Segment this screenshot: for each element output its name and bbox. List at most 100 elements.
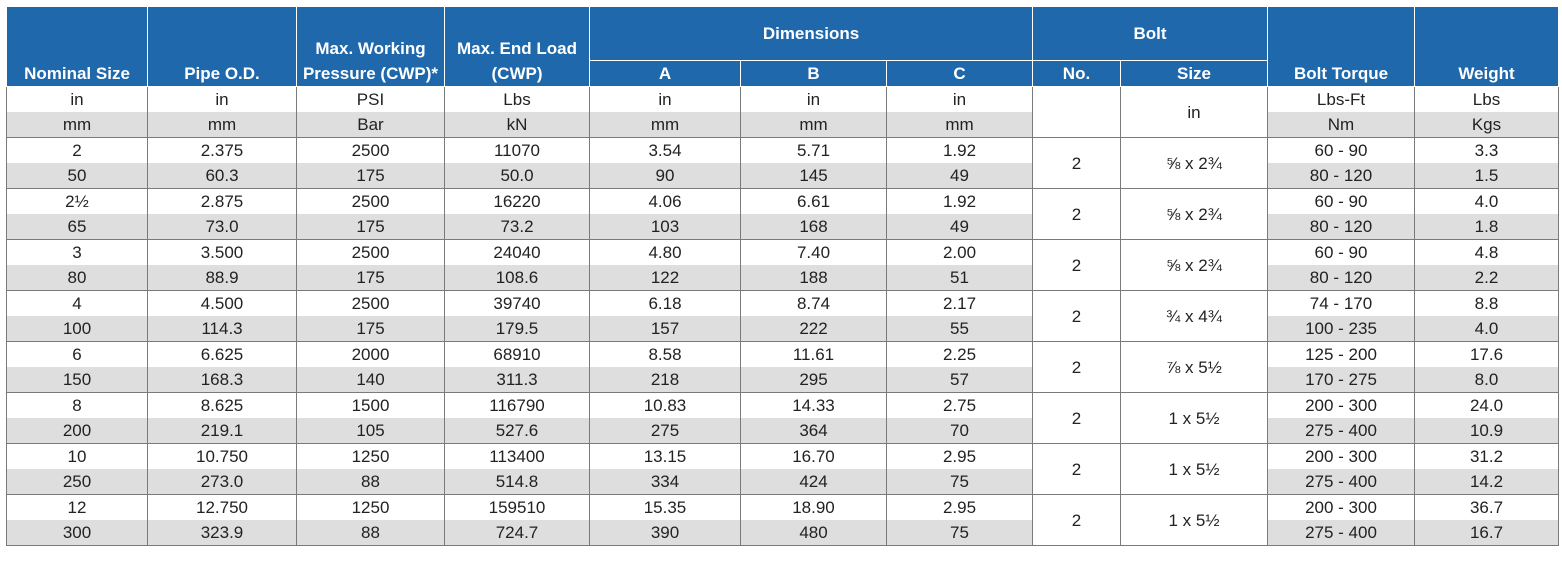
table-cell: 100 bbox=[6, 316, 148, 342]
table-cell: 4.0 bbox=[1414, 316, 1559, 342]
table-row-metric: 250 273.0 88 514.8 334 424 75 275 - 400 14.2 bbox=[6, 469, 1559, 495]
table-cell: 200 - 300 bbox=[1267, 494, 1415, 520]
table-cell: 168.3 bbox=[147, 367, 297, 393]
table-cell: 311.3 bbox=[444, 367, 590, 393]
units-row-imperial: in in PSI Lbs in in in in Lbs-Ft Lbs bbox=[6, 86, 1559, 138]
table-cell: 12.750 bbox=[147, 494, 297, 520]
table-cell: 31.2 bbox=[1414, 443, 1559, 469]
table-cell: 75 bbox=[886, 520, 1033, 546]
table-row-imperial: 2 2.375 2500 11070 3.54 5.71 1.92 2 ⅝ x 2¾ 60 - 9… bbox=[6, 137, 1559, 189]
table-cell: 122 bbox=[589, 265, 741, 291]
table-cell: 150 bbox=[6, 367, 148, 393]
table-cell: 4.8 bbox=[1414, 239, 1559, 265]
table-cell: 18.90 bbox=[740, 494, 887, 520]
table-cell: 12 bbox=[6, 494, 148, 520]
table-cell: 88 bbox=[296, 520, 445, 546]
table-cell: 114.3 bbox=[147, 316, 297, 342]
unit-cell: in bbox=[886, 86, 1033, 112]
unit-cell-bolt-size: in bbox=[1120, 86, 1268, 138]
table-cell: 65 bbox=[6, 214, 148, 240]
table-cell: 60 - 90 bbox=[1267, 239, 1415, 265]
header-weight: Weight bbox=[1414, 6, 1559, 87]
table-cell: 168 bbox=[740, 214, 887, 240]
table-cell: 275 - 400 bbox=[1267, 418, 1415, 444]
bolt-size-cell: ⅞ x 5½ bbox=[1120, 341, 1268, 393]
table-cell: 2000 bbox=[296, 341, 445, 367]
table-cell: 1250 bbox=[296, 494, 445, 520]
table-cell: 50 bbox=[6, 163, 148, 189]
table-row-metric: 200 219.1 105 527.6 275 364 70 275 - 400 10.9 bbox=[6, 418, 1559, 444]
table-row-imperial: 6 6.625 2000 68910 8.58 11.61 2.25 2 ⅞ x 5½ 125 -… bbox=[6, 341, 1559, 393]
table-cell: 2500 bbox=[296, 239, 445, 265]
table-cell: 49 bbox=[886, 163, 1033, 189]
table-cell: 219.1 bbox=[147, 418, 297, 444]
table-cell: 275 bbox=[589, 418, 741, 444]
table-cell: 73.2 bbox=[444, 214, 590, 240]
table-row-metric: 100 114.3 175 179.5 157 222 55 100 - 235 4.0 bbox=[6, 316, 1559, 342]
table-header: Nominal Size Pipe O.D. Max. Working Pres… bbox=[6, 6, 1559, 87]
table-cell: 88.9 bbox=[147, 265, 297, 291]
table-cell: 8.0 bbox=[1414, 367, 1559, 393]
table-cell: 724.7 bbox=[444, 520, 590, 546]
table-cell: 10.750 bbox=[147, 443, 297, 469]
table-cell: 3 bbox=[6, 239, 148, 265]
table-cell: 24040 bbox=[444, 239, 590, 265]
header-nominal-size: Nominal Size bbox=[6, 6, 148, 87]
unit-cell: mm bbox=[589, 112, 741, 138]
bolt-no-cell: 2 bbox=[1032, 392, 1121, 444]
bolt-size-cell: ⅝ x 2¾ bbox=[1120, 137, 1268, 189]
table-cell: 8.58 bbox=[589, 341, 741, 367]
table-cell: 2 bbox=[6, 137, 148, 163]
table-cell: 14.33 bbox=[740, 392, 887, 418]
table-cell: 105 bbox=[296, 418, 445, 444]
unit-cell: Lbs bbox=[444, 86, 590, 112]
unit-cell: Lbs-Ft bbox=[1267, 86, 1415, 112]
table-cell: 1.5 bbox=[1414, 163, 1559, 189]
table-cell: 295 bbox=[740, 367, 887, 393]
table-cell: 1.8 bbox=[1414, 214, 1559, 240]
table-cell: 323.9 bbox=[147, 520, 297, 546]
bolt-no-cell: 2 bbox=[1032, 341, 1121, 393]
table-cell: 6.61 bbox=[740, 188, 887, 214]
bolt-no-cell: 2 bbox=[1032, 239, 1121, 291]
table-cell: 55 bbox=[886, 316, 1033, 342]
table-cell: 50.0 bbox=[444, 163, 590, 189]
table-cell: 364 bbox=[740, 418, 887, 444]
table-cell: 300 bbox=[6, 520, 148, 546]
bolt-size-cell: ⅝ x 2¾ bbox=[1120, 239, 1268, 291]
table-cell: 8.625 bbox=[147, 392, 297, 418]
table-cell: 57 bbox=[886, 367, 1033, 393]
table-cell: 100 - 235 bbox=[1267, 316, 1415, 342]
table-cell: 145 bbox=[740, 163, 887, 189]
table-cell: 175 bbox=[296, 163, 445, 189]
header-max-end-load: Max. End Load (CWP) bbox=[444, 6, 590, 87]
table-cell: 4.06 bbox=[589, 188, 741, 214]
table-cell: 13.15 bbox=[589, 443, 741, 469]
table-cell: 480 bbox=[740, 520, 887, 546]
table-cell: 60 - 90 bbox=[1267, 137, 1415, 163]
header-bolt: Bolt bbox=[1032, 6, 1268, 61]
table-cell: 36.7 bbox=[1414, 494, 1559, 520]
unit-cell: mm bbox=[740, 112, 887, 138]
header-bolt-torque: Bolt Torque bbox=[1267, 6, 1415, 87]
table-cell: 140 bbox=[296, 367, 445, 393]
table-cell: 8.74 bbox=[740, 290, 887, 316]
unit-cell: Bar bbox=[296, 112, 445, 138]
table-cell: 200 - 300 bbox=[1267, 392, 1415, 418]
table-cell: 4.500 bbox=[147, 290, 297, 316]
table-cell: 2½ bbox=[6, 188, 148, 214]
table-cell: 390 bbox=[589, 520, 741, 546]
table-cell: 11.61 bbox=[740, 341, 887, 367]
bolt-no-cell: 2 bbox=[1032, 290, 1121, 342]
table-row-imperial: 10 10.750 1250 113400 13.15 16.70 2.95 2 1 x 5½ 2… bbox=[6, 443, 1559, 495]
table-cell: 51 bbox=[886, 265, 1033, 291]
table-cell: 15.35 bbox=[589, 494, 741, 520]
unit-cell: Kgs bbox=[1414, 112, 1559, 138]
bolt-size-cell: 1 x 5½ bbox=[1120, 392, 1268, 444]
header-bolt-no: No. bbox=[1032, 60, 1121, 87]
table-cell: 8.8 bbox=[1414, 290, 1559, 316]
header-dim-b: B bbox=[740, 60, 887, 87]
table-cell: 17.6 bbox=[1414, 341, 1559, 367]
table-cell: 175 bbox=[296, 265, 445, 291]
header-dimensions: Dimensions bbox=[589, 6, 1033, 61]
